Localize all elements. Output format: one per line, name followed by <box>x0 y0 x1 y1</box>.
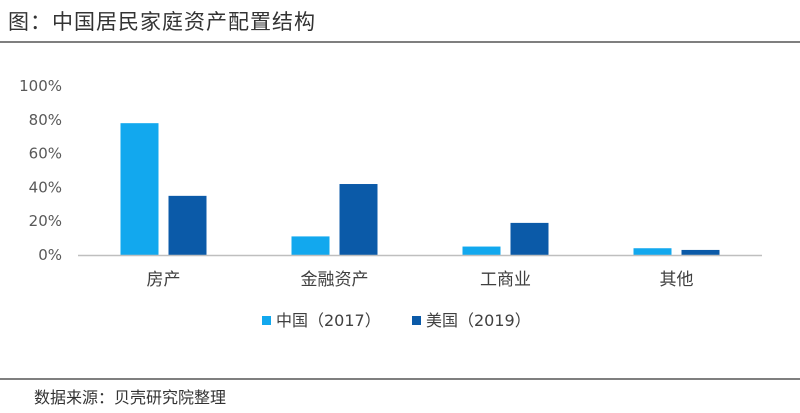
bar-china-1 <box>291 236 330 255</box>
bar-us-1 <box>339 184 378 255</box>
legend: 中国（2017） 美国（2019） <box>262 311 531 330</box>
y-tick-label: 40% <box>29 178 62 196</box>
bar-china-0 <box>120 123 159 256</box>
category-label: 房产 <box>147 270 181 290</box>
legend-swatch-us <box>412 316 421 325</box>
bars <box>120 123 720 256</box>
legend-label-us: 美国（2019） <box>426 311 531 330</box>
category-label: 其他 <box>660 270 694 290</box>
y-tick-label: 80% <box>29 111 62 129</box>
bar-chart: 0% 20% 40% 60% 80% 100% 房产 金融资产 工商业 其他 中国（2017） 美… <box>19 77 762 330</box>
y-tick-label: 100% <box>19 77 62 95</box>
bar-us-2 <box>510 222 549 255</box>
y-tick-label: 60% <box>29 145 62 163</box>
legend-label-china: 中国（2017） <box>276 311 381 330</box>
source-divider <box>0 378 800 380</box>
title-divider <box>0 41 800 43</box>
bar-china-3 <box>633 248 672 255</box>
y-tick-label: 0% <box>38 246 62 264</box>
legend-swatch-china <box>262 316 271 325</box>
bar-us-3 <box>681 249 720 255</box>
category-label: 工商业 <box>480 270 531 290</box>
bar-us-0 <box>168 195 207 255</box>
y-tick-label: 20% <box>29 212 62 230</box>
category-label: 金融资产 <box>301 270 369 290</box>
x-axis: 房产 金融资产 工商业 其他 <box>147 270 694 290</box>
bar-china-2 <box>462 246 501 255</box>
source-note: 数据来源：贝壳研究院整理 <box>34 388 227 407</box>
figure-title: 图：中国居民家庭资产配置结构 <box>8 10 316 34</box>
y-axis: 0% 20% 40% 60% 80% 100% <box>19 77 62 264</box>
